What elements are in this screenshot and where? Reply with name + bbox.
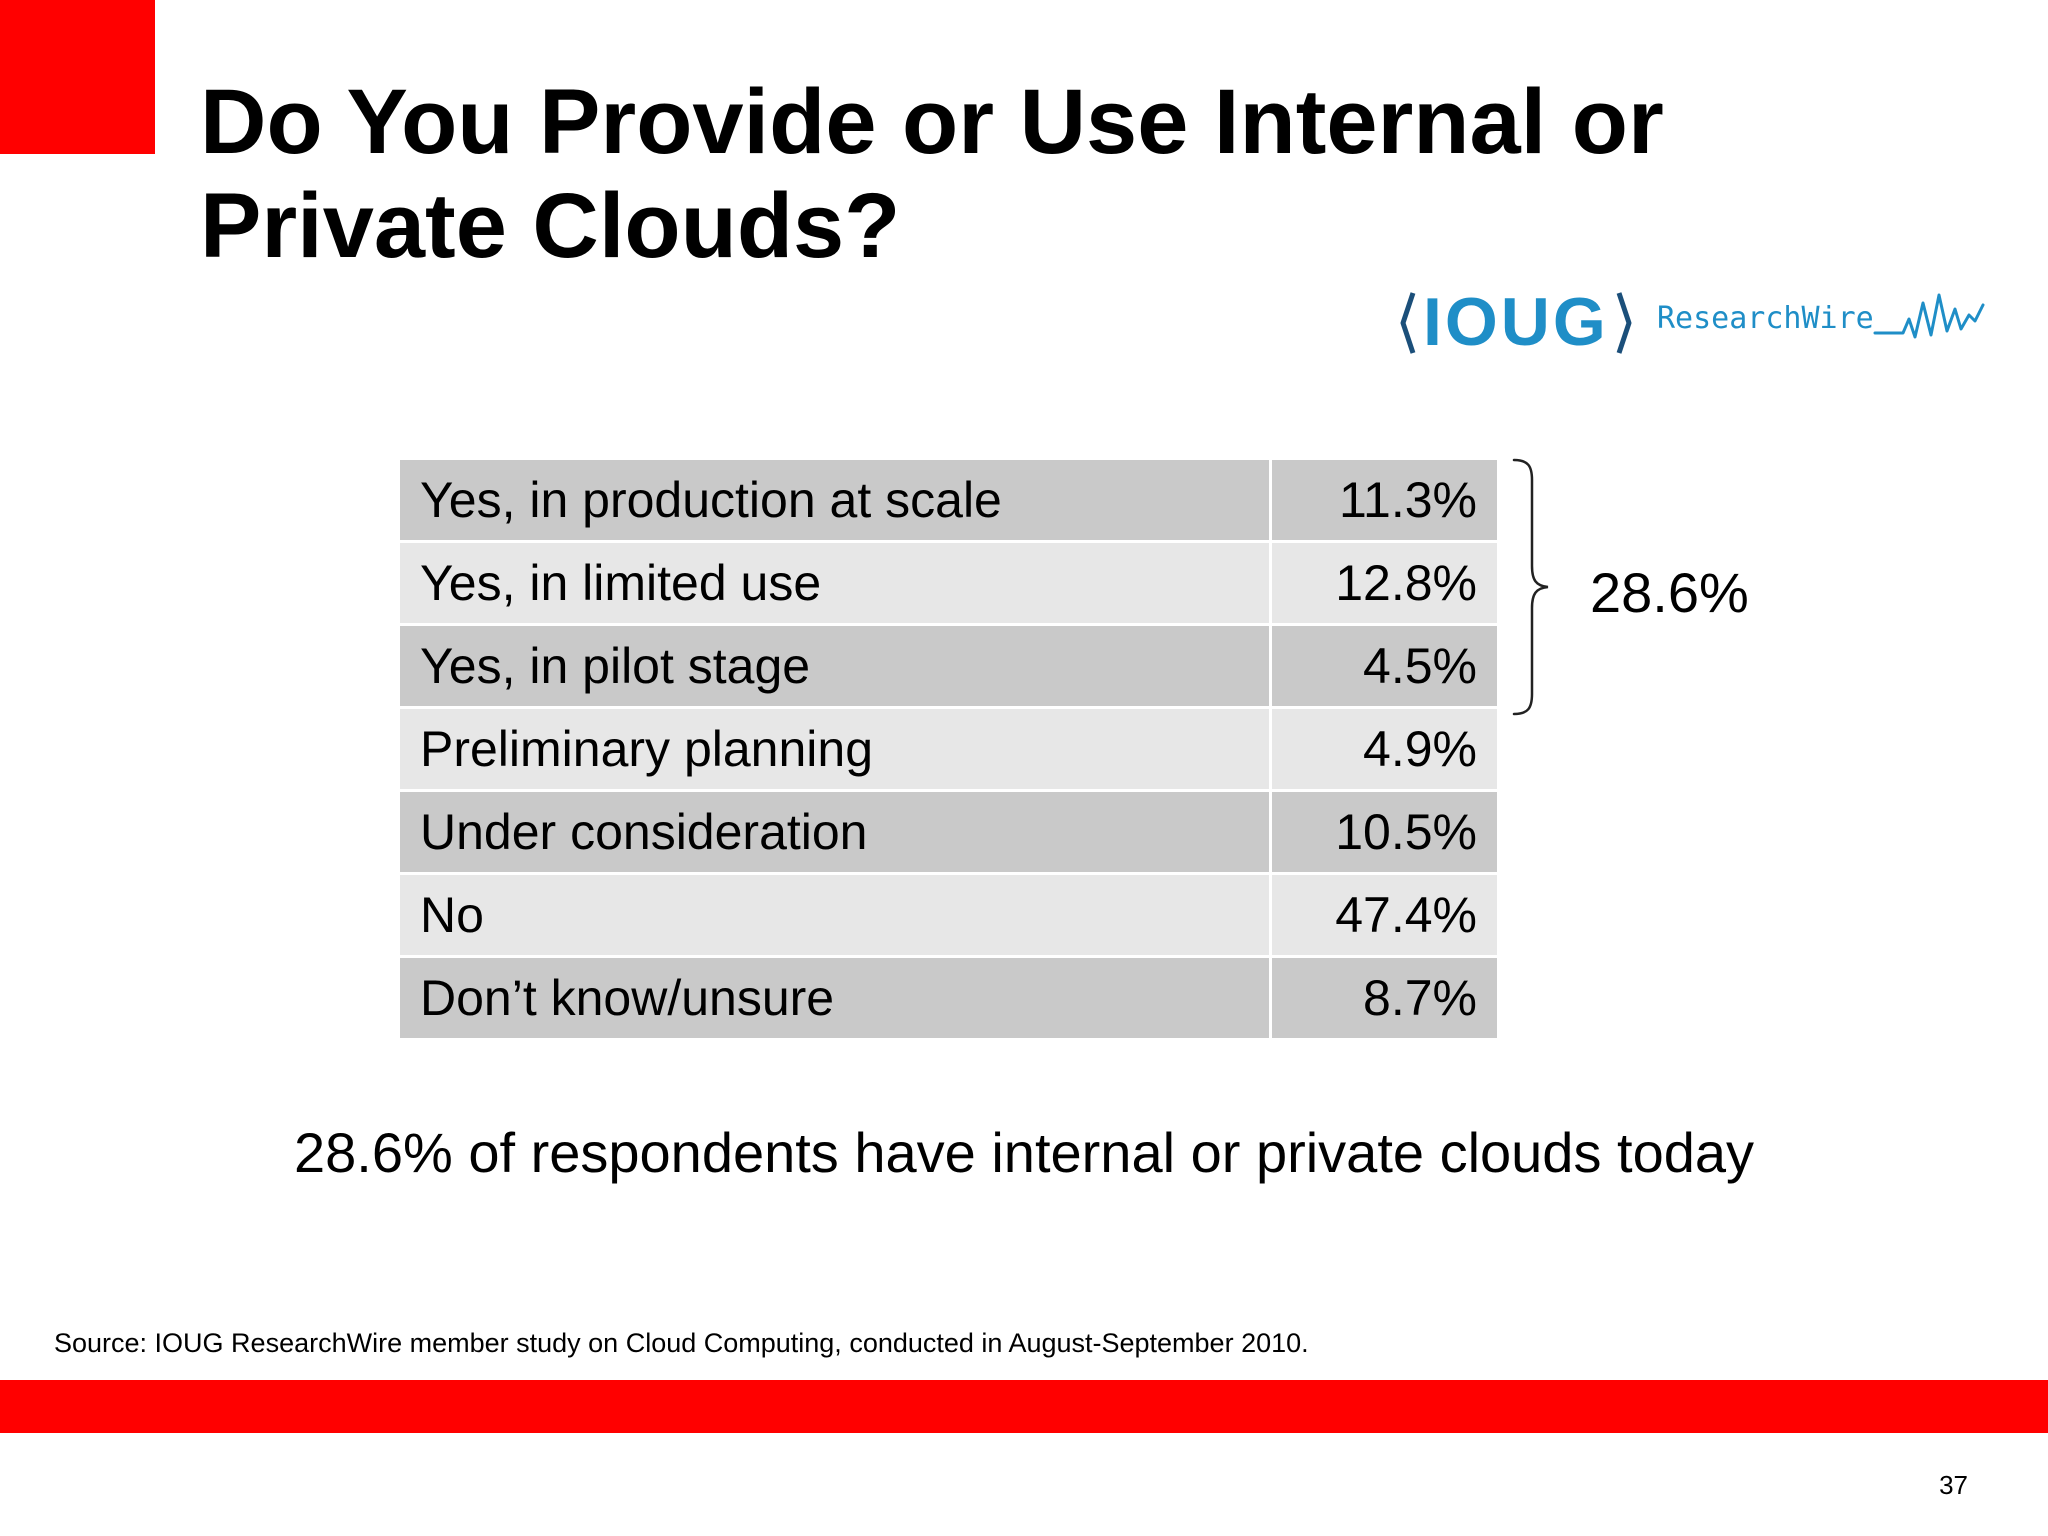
response-percentage: 11.3% <box>1272 460 1497 540</box>
right-bracket-icon <box>1616 291 1632 354</box>
signal-wave-icon <box>1873 293 1985 339</box>
response-label: Under consideration <box>400 792 1270 872</box>
slide-title-line-1: Do You Provide or Use Internal or <box>200 71 1664 173</box>
response-label: Yes, in pilot stage <box>400 626 1270 706</box>
left-bracket-icon <box>1400 291 1416 354</box>
table-row: Yes, in production at scale 11.3% <box>400 460 1497 540</box>
page-number: 37 <box>1939 1470 1968 1500</box>
footer-accent-bar <box>0 1380 2048 1433</box>
source-note: Source: IOUG ResearchWire member study o… <box>54 1328 1309 1358</box>
response-percentage: 4.9% <box>1272 709 1497 789</box>
slide-title: Do You Provide or Use Internal or Privat… <box>200 70 1800 278</box>
response-percentage: 8.7% <box>1272 958 1497 1038</box>
summary-statement: 28.6% of respondents have internal or pr… <box>293 1121 1755 1184</box>
table-row: Preliminary planning 4.9% <box>400 709 1497 789</box>
response-label: Preliminary planning <box>400 709 1270 789</box>
corner-accent-block <box>0 0 155 154</box>
response-percentage: 12.8% <box>1272 543 1497 623</box>
response-label: Yes, in limited use <box>400 543 1270 623</box>
ioug-researchwire-logo: IOUG ResearchWire <box>1395 285 1985 360</box>
response-label: Yes, in production at scale <box>400 460 1270 540</box>
table-row: Don’t know/unsure 8.7% <box>400 958 1497 1038</box>
response-percentage: 47.4% <box>1272 875 1497 955</box>
table-row: Yes, in pilot stage 4.5% <box>400 626 1497 706</box>
ioug-logo-text: IOUG <box>1423 284 1609 360</box>
response-percentage: 4.5% <box>1272 626 1497 706</box>
brace-total-value: 28.6% <box>1590 561 1749 624</box>
response-label: Don’t know/unsure <box>400 958 1270 1038</box>
response-percentage: 10.5% <box>1272 792 1497 872</box>
table-row: No 47.4% <box>400 875 1497 955</box>
table-row: Under consideration 10.5% <box>400 792 1497 872</box>
table-row: Yes, in limited use 12.8% <box>400 543 1497 623</box>
researchwire-logo-text: ResearchWire <box>1657 301 1874 336</box>
right-brace-icon <box>1512 458 1549 716</box>
survey-results-table: Yes, in production at scale 11.3% Yes, i… <box>397 457 1500 1041</box>
ioug-logo-mark: IOUG <box>1395 285 1637 360</box>
slide-title-line-2: Private Clouds? <box>200 175 901 277</box>
response-label: No <box>400 875 1270 955</box>
